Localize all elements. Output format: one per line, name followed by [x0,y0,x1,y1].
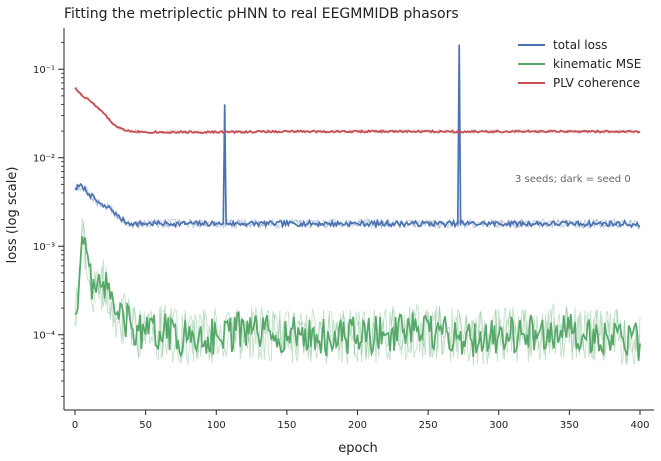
y-tick-label: 10⁻¹ [33,65,55,76]
x-axis-label: epoch [338,441,378,456]
y-tick-label: 10⁻⁴ [33,331,55,342]
x-tick-label: 0 [72,420,78,431]
series-line-total-loss [74,44,641,230]
x-tick-label: 50 [139,420,152,431]
y-axis-label: loss (log scale) [5,167,20,264]
legend-label-total-loss: total loss [553,38,607,52]
series-line-kinematic-mse [74,235,641,361]
x-tick-label: 150 [277,420,296,431]
seed-annotation: 3 seeds; dark = seed 0 [515,174,631,185]
legend-label-kinematic-mse: kinematic MSE [553,57,641,71]
plot-area [74,44,641,366]
series-line-plv-coherence [74,87,641,135]
x-tick-label: 250 [419,420,438,431]
x-tick-label: 100 [207,420,226,431]
series-faint-line-plv-coherence-1 [74,87,641,135]
legend-label-plv-coherence: PLV coherence [553,76,640,90]
x-tick-label: 200 [348,420,367,431]
series-faint-line-kinematic-mse-1 [74,223,641,366]
x-tick-label: 300 [489,420,508,431]
x-tick-label: 350 [560,420,579,431]
chart-title: Fitting the metriplectic pHNN to real EE… [64,6,459,22]
x-tick-label: 400 [630,420,649,431]
axes: 0 50 100 150 200 250 300 350 400 10⁻⁴ 10⁻³ 10⁻² 10⁻¹ [33,28,654,431]
y-tick-label: 10⁻³ [33,242,55,253]
legend: total loss kinematic MSE PLV coherence [518,38,641,90]
series-faint-line-plv-coherence-2 [74,87,641,135]
y-tick-label: 10⁻² [33,154,55,165]
